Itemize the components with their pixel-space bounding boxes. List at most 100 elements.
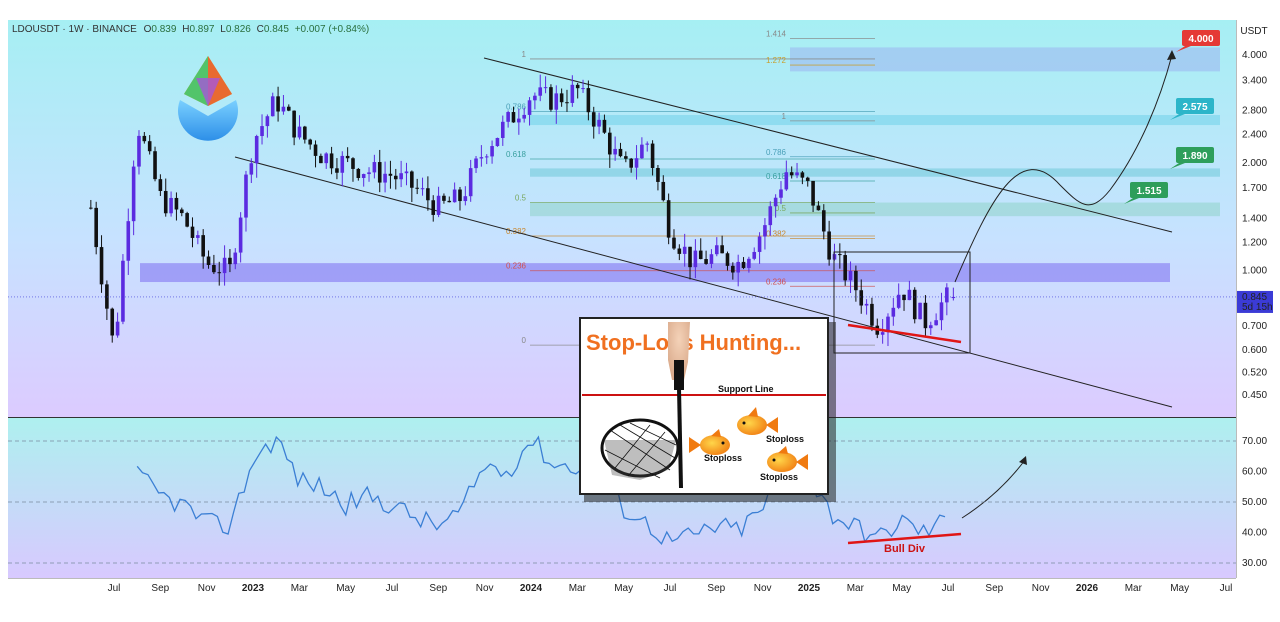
- candle-body: [575, 84, 580, 89]
- channel-upper-line: [483, 57, 1173, 233]
- inset-support-label: Support Line: [718, 384, 774, 394]
- time-tick-label: 2026: [1076, 583, 1099, 594]
- candle-body: [570, 84, 575, 103]
- candle-body: [880, 332, 885, 335]
- candle-body: [650, 143, 655, 168]
- candle-body: [838, 254, 842, 256]
- fibonacci-retracement-1: 1 0.786 0.618 0.5 0.382 0.236 0: [506, 50, 875, 346]
- lido-logo: [178, 56, 238, 141]
- candle-body: [859, 290, 864, 306]
- candle-body: [661, 181, 666, 201]
- candle-body: [618, 148, 623, 157]
- candle-body: [811, 180, 815, 206]
- candle-body: [698, 250, 703, 260]
- fib-level-label: 0.786: [766, 148, 787, 157]
- candle-body: [736, 261, 740, 273]
- candle-body: [153, 151, 157, 180]
- candle-body: [731, 265, 735, 273]
- price-axis-unit: USDT: [1240, 26, 1267, 37]
- candle-body: [383, 173, 387, 183]
- consolidation-box: [833, 251, 971, 354]
- fib-level-label: 1.414: [766, 29, 787, 38]
- candle-body: [613, 148, 617, 155]
- candle-body: [94, 207, 98, 248]
- candle-body: [169, 197, 173, 214]
- candle-body: [254, 136, 259, 164]
- candle-body: [928, 325, 933, 329]
- candle-body: [591, 112, 596, 127]
- inset-title: Stop-Loss Hunting...: [586, 330, 801, 355]
- time-tick-label: Nov: [198, 583, 216, 594]
- candle-body: [511, 112, 516, 123]
- projection-path: [954, 50, 1176, 519]
- candle-body: [458, 189, 462, 202]
- fib-level-label: 0.618: [766, 172, 787, 181]
- time-tick-label: Sep: [707, 583, 725, 594]
- candle-body: [554, 93, 559, 110]
- candle-body: [212, 264, 216, 273]
- candle-body: [286, 106, 291, 111]
- candle-body: [126, 221, 131, 261]
- candle-body: [586, 88, 591, 113]
- rsi-tick-label: 40.00: [1242, 528, 1267, 539]
- stop-loss-hunting-inset: Stop-Loss Hunting... Support Line: [579, 317, 836, 502]
- candle-body: [399, 173, 403, 180]
- target-callouts: 1.515 1.890 2.575 4.000: [1124, 30, 1220, 204]
- candle-body: [297, 126, 302, 138]
- candle-body: [367, 172, 371, 175]
- candle-body: [260, 126, 264, 137]
- candle-body: [468, 168, 473, 197]
- candle-body: [415, 187, 419, 189]
- target-callout-box: [1182, 30, 1220, 46]
- time-tick-label: Jul: [108, 583, 121, 594]
- time-tick-label: May: [892, 583, 911, 594]
- candle-body: [89, 207, 93, 209]
- rsi-tick-label: 50.00: [1242, 497, 1267, 508]
- goldfish-icon: [689, 429, 730, 455]
- fib-level-label: 1.272: [766, 56, 787, 65]
- target-callout-label: 1.515: [1136, 186, 1161, 197]
- candle-body: [704, 259, 708, 264]
- rsi-bull-div-line: [847, 532, 962, 545]
- candle-body: [677, 248, 682, 254]
- stoploss-label: Stoploss: [766, 434, 804, 444]
- price-tick-label: 2.400: [1242, 129, 1267, 140]
- candle-body: [179, 209, 184, 214]
- price-tick-label: 0.600: [1242, 345, 1267, 356]
- time-tick-label: Sep: [985, 583, 1003, 594]
- candle-body: [821, 210, 826, 232]
- candle-body: [805, 177, 810, 181]
- candle-body: [816, 205, 821, 211]
- candle-body: [902, 294, 906, 301]
- candle-body: [329, 153, 334, 169]
- target-callout-box: [1130, 182, 1168, 198]
- candle-body: [115, 321, 120, 336]
- candle-body: [624, 156, 628, 159]
- support-zone: [140, 263, 1170, 283]
- fib-level-label: 0.5: [775, 204, 787, 213]
- candle-body: [907, 289, 912, 301]
- candle-body: [313, 144, 318, 156]
- price-tick-label: 0.450: [1242, 390, 1267, 401]
- candle-body: [688, 246, 692, 268]
- price-tick-label: 0.520: [1242, 368, 1267, 379]
- candle-body: [533, 95, 537, 101]
- candle-body: [388, 173, 393, 176]
- goldfish-icon: [737, 407, 778, 435]
- candle-body: [393, 175, 398, 180]
- candle-body: [709, 254, 714, 264]
- goldfish-icon: [767, 446, 808, 472]
- candle-body: [827, 231, 831, 260]
- candlestick-series: [8, 74, 1236, 347]
- candle-body: [945, 287, 949, 303]
- fib-level-label: 0.618: [506, 150, 527, 159]
- candle-body: [270, 96, 275, 117]
- candle-body: [463, 196, 468, 202]
- candle-body: [426, 188, 430, 201]
- candle-body: [634, 158, 639, 168]
- candle-body: [356, 168, 361, 178]
- rsi-tick-label: 30.00: [1242, 558, 1267, 569]
- candle-body: [163, 190, 168, 214]
